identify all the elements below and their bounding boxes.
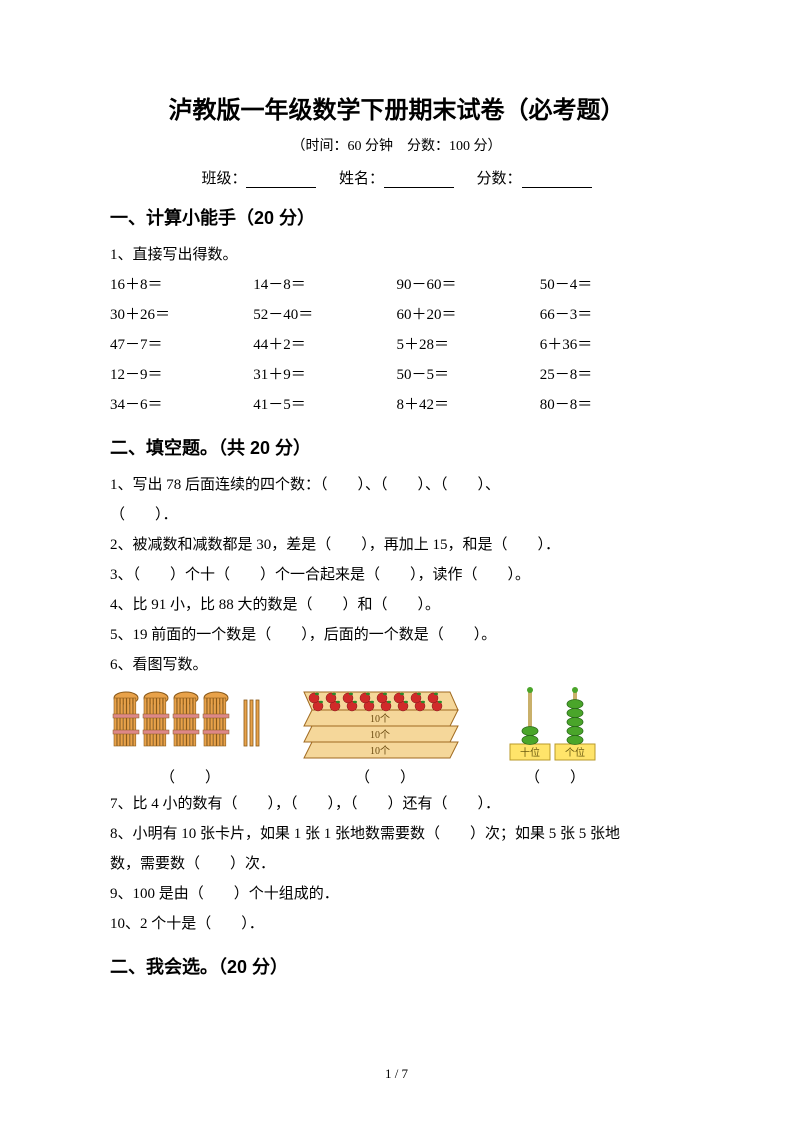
- calc-cell: 12－9＝: [110, 360, 253, 390]
- svg-text:个位: 个位: [565, 746, 585, 759]
- s2-q8a: 8、小明有 10 张卡片，如果 1 张 1 张地数需要数（ ）次；如果 5 张 …: [110, 819, 683, 849]
- s2-q1b: （ ）．: [110, 500, 683, 530]
- calc-cell: 80－8＝: [540, 390, 683, 420]
- calc-cell: 52－40＝: [253, 300, 396, 330]
- class-blank[interactable]: [246, 172, 316, 188]
- calc-row: 30＋26＝52－40＝60＋20＝66－3＝: [110, 300, 683, 330]
- calc-cell: 60＋20＝: [397, 300, 540, 330]
- section3-head: 二、我会选。（20 分）: [110, 953, 683, 979]
- page-subtitle: （时间：60 分钟 分数：100 分）: [110, 135, 683, 155]
- figure-row: （ ） 10个 10个 10个 （ ） 十位 个位 （ ）: [110, 684, 683, 787]
- calc-cell: 41－5＝: [253, 390, 396, 420]
- calc-cell: 14－8＝: [253, 270, 396, 300]
- score-blank[interactable]: [522, 172, 592, 188]
- figure-bundles: （ ）: [110, 684, 270, 787]
- class-label: 班级：: [201, 171, 246, 187]
- figure-apples: 10个 10个 10个 （ ）: [300, 684, 470, 787]
- calc-cell: 47－7＝: [110, 330, 253, 360]
- name-blank[interactable]: [384, 172, 454, 188]
- s2-q9: 9、100 是由（ ）个十组成的．: [110, 879, 683, 909]
- calc-cell: 30＋26＝: [110, 300, 253, 330]
- page-title: 泸教版一年级数学下册期末试卷（必考题）: [110, 90, 683, 125]
- calc-cell: 66－3＝: [540, 300, 683, 330]
- s1-q1: 1、直接写出得数。: [110, 240, 683, 270]
- svg-text:10个: 10个: [370, 713, 390, 725]
- calc-row: 34－6＝41－5＝8＋42＝80－8＝: [110, 390, 683, 420]
- section2-head: 二、填空题。（共 20 分）: [110, 434, 683, 460]
- s2-q3: 3、（ ）个十（ ）个一合起来是（ ），读作（ ）。: [110, 560, 683, 590]
- s2-q5: 5、19 前面的一个数是（ ），后面的一个数是（ ）。: [110, 620, 683, 650]
- calc-row: 12－9＝31＋9＝50－5＝25－8＝: [110, 360, 683, 390]
- svg-text:十位: 十位: [520, 746, 540, 759]
- calc-cell: 6＋36＝: [540, 330, 683, 360]
- s2-q1a: 1、写出 78 后面连续的四个数：（ ）、（ ）、（ ）、: [110, 470, 683, 500]
- s2-q7: 7、比 4 小的数有（ ），（ ），（ ）还有（ ）．: [110, 789, 683, 819]
- caption3: （ ）: [500, 766, 610, 787]
- calc-cell: 90－60＝: [397, 270, 540, 300]
- info-line: 班级： 姓名： 分数：: [110, 167, 683, 188]
- caption1: （ ）: [110, 766, 270, 787]
- calc-grid: 16＋8＝14－8＝90－60＝50－4＝30＋26＝52－40＝60＋20＝6…: [110, 270, 683, 420]
- calc-cell: 50－5＝: [397, 360, 540, 390]
- calc-cell: 31＋9＝: [253, 360, 396, 390]
- calc-cell: 16＋8＝: [110, 270, 253, 300]
- calc-cell: 5＋28＝: [397, 330, 540, 360]
- s2-q2: 2、被减数和减数都是 30，差是（ ），再加上 15，和是（ ）．: [110, 530, 683, 560]
- s2-q8b: 数，需要数（ ）次．: [110, 849, 683, 879]
- page-footer: 1 / 7: [0, 1066, 793, 1082]
- figure-abacus: 十位 个位 （ ）: [500, 684, 610, 787]
- calc-row: 16＋8＝14－8＝90－60＝50－4＝: [110, 270, 683, 300]
- score-label: 分数：: [477, 171, 522, 187]
- calc-cell: 25－8＝: [540, 360, 683, 390]
- s2-q6: 6、看图写数。: [110, 650, 683, 680]
- caption2: （ ）: [300, 766, 470, 787]
- svg-text:10个: 10个: [370, 729, 390, 741]
- svg-text:10个: 10个: [370, 745, 390, 757]
- calc-cell: 50－4＝: [540, 270, 683, 300]
- name-label: 姓名：: [339, 171, 384, 187]
- section1-head: 一、计算小能手（20 分）: [110, 204, 683, 230]
- calc-row: 47－7＝44＋2＝5＋28＝6＋36＝: [110, 330, 683, 360]
- calc-cell: 44＋2＝: [253, 330, 396, 360]
- calc-cell: 8＋42＝: [397, 390, 540, 420]
- s2-q4: 4、比 91 小，比 88 大的数是（ ）和（ ）。: [110, 590, 683, 620]
- s2-q10: 10、2 个十是（ ）．: [110, 909, 683, 939]
- calc-cell: 34－6＝: [110, 390, 253, 420]
